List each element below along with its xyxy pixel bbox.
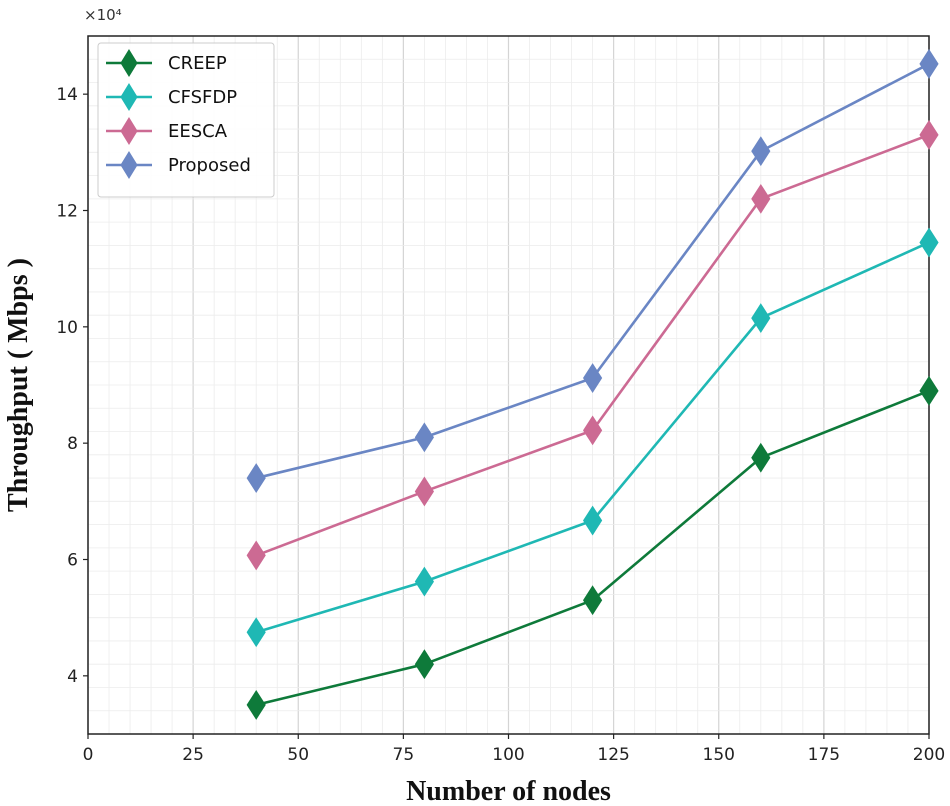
series-creep (246, 375, 939, 720)
data-point-marker (751, 442, 771, 473)
legend-box (97, 42, 275, 198)
data-point-marker (919, 375, 939, 406)
data-point-marker (583, 585, 603, 616)
data-point-marker (246, 463, 266, 493)
legend-label: Proposed (168, 155, 251, 176)
data-point-marker (919, 227, 939, 258)
series-cfsfdp (246, 227, 939, 648)
series-eesca (246, 119, 939, 571)
data-point-marker (919, 119, 939, 150)
x-tick-label: 100 (492, 745, 524, 765)
data-point-marker (583, 415, 603, 446)
legend: CREEP CFSFDP EESCA Proposed (97, 42, 275, 198)
x-axis-title: Number of nodes (406, 776, 611, 806)
data-point-marker (246, 689, 266, 720)
legend-marker (120, 49, 138, 77)
x-tick-label: 0 (83, 745, 94, 765)
x-tick-label: 75 (393, 745, 415, 765)
data-point-marker (246, 540, 266, 571)
y-tick-label: 8 (67, 434, 78, 454)
legend-label: CREEP (168, 53, 227, 74)
legend-marker (120, 83, 138, 111)
x-tick-label: 150 (703, 745, 735, 765)
y-axis-ticks: 4 6 8 10 12 14 (56, 85, 88, 687)
data-point-marker (751, 136, 771, 167)
x-tick-label: 200 (913, 745, 945, 765)
x-tick-label: 125 (597, 745, 629, 765)
data-point-marker (414, 476, 434, 507)
data-point-marker (414, 422, 434, 453)
y-tick-label: 4 (67, 667, 78, 687)
data-point-marker (414, 566, 434, 597)
x-tick-label: 50 (287, 745, 309, 765)
legend-label: CFSFDP (168, 87, 237, 108)
x-tick-label: 25 (182, 745, 204, 765)
legend-label: EESCA (168, 121, 228, 142)
y-axis-multiplier: ×10⁴ (84, 6, 122, 24)
legend-item-proposed: Proposed (106, 151, 251, 179)
data-point-marker (751, 183, 771, 214)
legend-marker (120, 117, 138, 145)
x-tick-label: 175 (808, 745, 840, 765)
data-point-marker (246, 617, 266, 648)
y-tick-label: 10 (56, 318, 78, 338)
data-point-marker (414, 649, 434, 680)
data-point-marker (919, 48, 939, 79)
legend-item-creep: CREEP (106, 49, 227, 77)
data-point-marker (583, 505, 603, 536)
legend-item-cfsfdp: CFSFDP (106, 83, 237, 111)
x-axis-ticks: 0 25 50 75 100 125 150 175 200 (83, 734, 945, 765)
series-proposed (246, 48, 939, 493)
y-tick-label: 12 (56, 202, 78, 222)
legend-marker (120, 151, 138, 179)
y-axis-title: Throughput ( Mbps ) (3, 258, 34, 512)
data-point-marker (751, 303, 771, 334)
legend-item-eesca: EESCA (106, 117, 228, 145)
y-tick-label: 14 (56, 85, 78, 105)
series-layer (246, 48, 939, 720)
data-point-marker (583, 363, 603, 393)
y-tick-label: 6 (67, 551, 78, 571)
